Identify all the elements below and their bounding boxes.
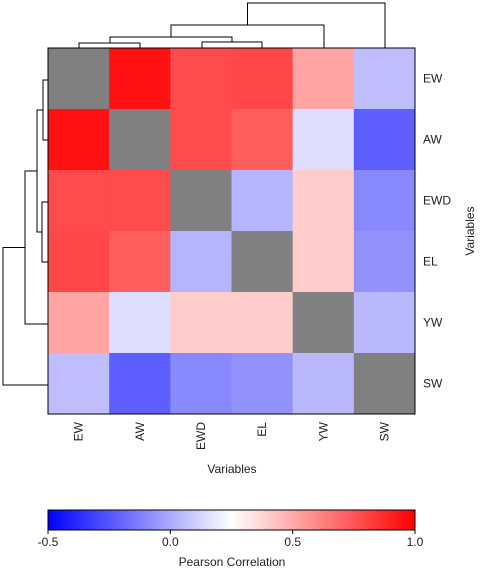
heatmap-cell-EWD-SW [353, 170, 416, 232]
row-label: YW [423, 316, 443, 330]
heatmap-cell-AW-YW [292, 109, 355, 171]
heatmap-frame [47, 47, 416, 415]
heatmap-cell-AW-SW [353, 109, 416, 171]
x-axis-label: Variables [207, 462, 256, 476]
heatmap-cell-YW-EL [231, 292, 294, 354]
heatmap-cell-EW-AW [109, 48, 171, 110]
heatmap-cell-EW-EWD [170, 48, 232, 110]
heatmap-cell-EL-SW [353, 231, 416, 293]
heatmap-cell-SW-EWD [170, 353, 232, 415]
heatmap-cell-AW-EW [48, 109, 110, 171]
heatmap-cell-YW-SW [353, 292, 416, 354]
heatmap-cell-EW-EW [48, 48, 110, 110]
colorbar-tick-label: -0.5 [38, 535, 59, 549]
column-labels: EW AW EWD EL YW SW [72, 421, 392, 450]
heatmap-cell-SW-EW [48, 353, 110, 415]
heatmap-cell-EW-SW [353, 48, 416, 110]
heatmap-cell-YW-YW [292, 292, 355, 354]
colorbar: -0.5 0.0 0.5 1.0 Pearson Correlation [38, 509, 424, 569]
heatmap-cell-EL-YW [292, 231, 355, 293]
heatmap-cell-EW-EL [231, 48, 294, 110]
heatmap-cell-SW-YW [292, 353, 355, 415]
row-label: AW [423, 133, 443, 147]
colorbar-gradient [47, 509, 416, 531]
row-label: EW [423, 72, 443, 86]
heatmap-cells [48, 48, 416, 415]
column-label: YW [316, 421, 330, 441]
colorbar-tick-label: 0.0 [162, 535, 179, 549]
colorbar-ticks: -0.5 0.0 0.5 1.0 [38, 530, 424, 549]
y-axis-label: Variables [463, 206, 477, 255]
heatmap-cell-AW-EL [231, 109, 294, 171]
colorbar-title: Pearson Correlation [179, 555, 286, 569]
heatmap-cell-YW-AW [109, 292, 171, 354]
colorbar-tick-label: 0.5 [284, 535, 301, 549]
heatmap-cell-EL-AW [109, 231, 171, 293]
left-dendrogram [2, 79, 48, 386]
heatmap-cell-SW-EL [231, 353, 294, 415]
colorbar-tick-label: 1.0 [407, 535, 424, 549]
heatmap-cell-AW-AW [109, 109, 171, 171]
row-label: EL [423, 255, 438, 269]
column-label: EW [72, 421, 86, 441]
heatmap-cell-EL-EW [48, 231, 110, 293]
heatmap-cell-EWD-EL [231, 170, 294, 232]
heatmap-cell-EW-YW [292, 48, 355, 110]
heatmap-cell-AW-EWD [170, 109, 232, 171]
column-label: AW [133, 421, 147, 441]
row-label: SW [423, 377, 443, 391]
row-labels: EW AW EWD EL YW SW [423, 72, 451, 391]
heatmap-cell-EWD-EWD [170, 170, 232, 232]
row-label: EWD [423, 194, 451, 208]
heatmap-cell-YW-EW [48, 292, 110, 354]
top-dendrogram [78, 2, 386, 48]
heatmap-cell-YW-EWD [170, 292, 232, 354]
heatmap-cell-EWD-YW [292, 170, 355, 232]
heatmap-cell-EL-EWD [170, 231, 232, 293]
heatmap-cell-SW-AW [109, 353, 171, 415]
heatmap-cell-EL-EL [231, 231, 294, 293]
heatmap-cell-EWD-AW [109, 170, 171, 232]
column-label: EL [255, 422, 269, 437]
column-label: SW [377, 421, 391, 441]
column-label: EWD [194, 422, 208, 450]
heatmap-cell-SW-SW [353, 353, 416, 415]
heatmap-cell-EWD-EW [48, 170, 110, 232]
